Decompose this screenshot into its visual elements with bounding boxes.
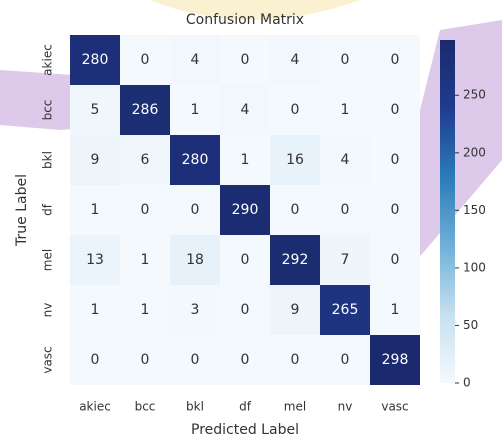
cell-label: 286: [132, 102, 159, 118]
cell-label: 1: [141, 302, 150, 318]
x-tick-label: mel: [284, 400, 306, 414]
cell-label: 4: [241, 102, 250, 118]
cell-label: 0: [141, 352, 150, 368]
cell-label: 0: [191, 202, 200, 218]
colorbar-tick-label: 200: [463, 145, 486, 159]
cell-label: 0: [391, 152, 400, 168]
colorbar: [440, 40, 455, 383]
colorbar-tick-label: 250: [463, 88, 486, 102]
cell-label: 1: [91, 202, 100, 218]
cell-label: 290: [232, 202, 259, 218]
cell-label: 5: [91, 102, 100, 118]
x-tick-label: nv: [338, 400, 353, 414]
y-tick-label: mel: [41, 249, 55, 271]
cell-label: 0: [391, 202, 400, 218]
cell-label: 4: [341, 152, 350, 168]
cell-label: 18: [186, 252, 204, 268]
colorbar-tick-label: 100: [463, 260, 486, 274]
chart-title: Confusion Matrix: [186, 12, 304, 28]
cell-label: 0: [391, 52, 400, 68]
cell-label: 0: [141, 202, 150, 218]
x-tick-label: akiec: [79, 400, 111, 414]
x-tick-label: bkl: [186, 400, 204, 414]
y-tick-label: vasc: [41, 346, 55, 373]
cell-label: 1: [91, 302, 100, 318]
cell-label: 0: [291, 202, 300, 218]
chart: Confusion Matrix Predicted Label True La…: [0, 0, 502, 439]
cell-label: 6: [141, 152, 150, 168]
cell-label: 1: [141, 252, 150, 268]
y-tick-label: nv: [41, 303, 55, 318]
y-tick-label: akiec: [41, 44, 55, 76]
cell-label: 0: [291, 352, 300, 368]
colorbar-tick-label: 0: [463, 376, 471, 390]
cell-label: 0: [241, 352, 250, 368]
cell-label: 9: [291, 302, 300, 318]
cell-label: 280: [182, 152, 209, 168]
y-tick-label: df: [41, 203, 55, 216]
cell-label: 280: [82, 52, 109, 68]
cell-label: 1: [191, 102, 200, 118]
x-tick-label: vasc: [381, 400, 408, 414]
cell-label: 0: [141, 52, 150, 68]
cell-label: 0: [241, 252, 250, 268]
cell-label: 4: [191, 52, 200, 68]
x-tick-label: df: [239, 400, 252, 414]
cell-label: 0: [341, 352, 350, 368]
cell-label: 13: [86, 252, 104, 268]
y-axis-label: True Label: [14, 174, 30, 247]
colorbar-tick-label: 150: [463, 203, 486, 217]
colorbar-tick-label: 50: [463, 318, 478, 332]
cell-label: 0: [91, 352, 100, 368]
cell-label: 0: [341, 52, 350, 68]
cell-label: 1: [391, 302, 400, 318]
cell-label: 298: [382, 352, 409, 368]
cell-label: 16: [286, 152, 304, 168]
cell-label: 0: [391, 252, 400, 268]
cell-label: 3: [191, 302, 200, 318]
cell-label: 0: [391, 102, 400, 118]
cell-label: 292: [282, 252, 309, 268]
cell-label: 4: [291, 52, 300, 68]
cell-label: 0: [191, 352, 200, 368]
cell-label: 0: [291, 102, 300, 118]
x-axis-label: Predicted Label: [191, 422, 299, 438]
x-tick-label: bcc: [135, 400, 156, 414]
cell-label: 9: [91, 152, 100, 168]
cell-label: 7: [341, 252, 350, 268]
cell-label: 265: [332, 302, 359, 318]
y-tick-label: bcc: [41, 100, 55, 121]
cell-label: 1: [341, 102, 350, 118]
y-tick-label: bkl: [41, 151, 55, 169]
cell-label: 0: [241, 52, 250, 68]
cell-label: 1: [241, 152, 250, 168]
cell-label: 0: [241, 302, 250, 318]
cell-label: 0: [341, 202, 350, 218]
